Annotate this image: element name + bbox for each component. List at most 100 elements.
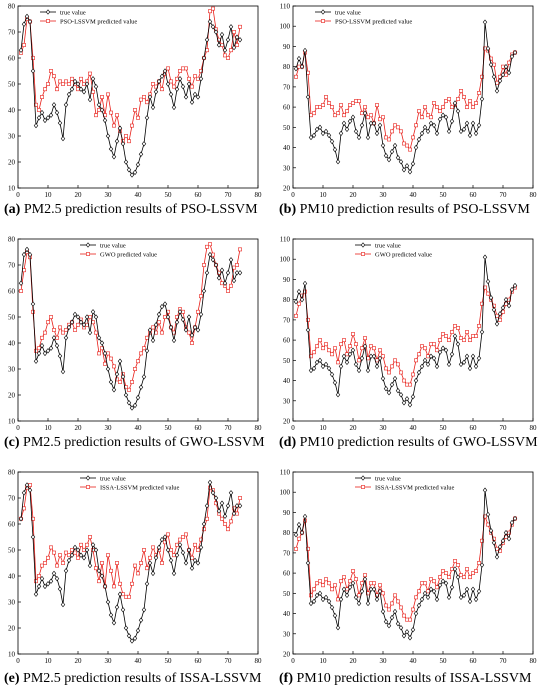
predicted-value-point	[184, 66, 188, 71]
true-value-point	[419, 130, 425, 137]
true-value-point	[114, 604, 120, 610]
true-value-point	[491, 540, 497, 546]
true-value-point	[470, 120, 476, 126]
predicted-value-point	[432, 342, 436, 347]
true-value-point	[482, 487, 488, 493]
true-value-point	[425, 128, 431, 135]
true-value-point	[482, 19, 488, 25]
true-value-point	[108, 612, 114, 618]
true-value-point	[296, 55, 302, 62]
predicted-value-point	[61, 330, 65, 335]
true-value-point	[234, 270, 240, 276]
predicted-value-point	[106, 92, 110, 97]
predicted-value-point	[348, 579, 352, 584]
predicted-value-point	[294, 74, 298, 79]
y-tick-label: 40	[283, 610, 291, 618]
true-value-point	[302, 280, 308, 287]
true-value-point	[57, 586, 63, 592]
true-value-point	[410, 627, 416, 633]
true-value-point	[57, 120, 63, 126]
true-value-point	[371, 120, 377, 126]
predicted-value-point	[420, 344, 424, 349]
true-value-point	[377, 355, 383, 361]
x-tick-label: 0	[16, 191, 20, 199]
true-value-point	[99, 340, 105, 346]
true-value-point	[198, 311, 204, 318]
true-value-point	[219, 31, 225, 38]
true-value-point	[96, 102, 102, 108]
predicted-value-point	[151, 545, 155, 550]
predicted-value-point	[462, 338, 466, 343]
y-tick-label: 80	[283, 63, 291, 71]
true-value-point	[33, 122, 39, 129]
true-value-point	[491, 307, 497, 313]
true-value-point	[404, 629, 410, 635]
true-value-point	[443, 580, 449, 586]
true-value-point	[311, 598, 317, 605]
legend-label: ISSA-LSSVM predicted value	[375, 485, 455, 492]
predicted-value-point	[49, 69, 53, 73]
predicted-value-point	[40, 335, 44, 340]
predicted-value-point	[22, 506, 26, 511]
true-value-point	[132, 635, 138, 642]
true-value-point	[494, 88, 500, 94]
predicted-value-point	[235, 263, 239, 267]
predicted-value-point	[151, 82, 155, 86]
true-value-point	[389, 614, 395, 621]
predicted-value-point	[103, 361, 107, 366]
true-value-point	[81, 555, 87, 561]
true-value-point	[219, 500, 225, 506]
predicted-value-point	[136, 571, 140, 576]
true-value-point	[75, 81, 81, 87]
predicted-value-point	[124, 134, 128, 138]
true-value-point	[305, 94, 311, 100]
true-value-point	[299, 529, 305, 536]
true-value-point	[314, 126, 320, 133]
predicted-value-point	[342, 113, 346, 118]
y-tick-label: 60	[8, 521, 16, 529]
true-value-point	[69, 552, 75, 558]
true-value-point	[237, 37, 243, 43]
predicted-value-point	[58, 325, 62, 330]
true-value-point	[192, 557, 198, 564]
predicted-value-point	[55, 87, 59, 92]
true-value-point	[186, 81, 192, 87]
true-value-point	[54, 109, 60, 116]
true-value-point	[437, 116, 443, 122]
true-value-point	[383, 152, 389, 159]
true-value-point	[320, 130, 326, 137]
x-tick-label: 40	[410, 657, 418, 665]
true-value-point	[117, 358, 123, 364]
x-tick-label: 60	[195, 191, 203, 199]
predicted-value-point	[160, 87, 164, 92]
caption-letter: (f)	[279, 671, 293, 686]
x-tick-label: 40	[135, 424, 143, 432]
true-value-point	[144, 581, 150, 587]
true-value-point	[141, 374, 147, 380]
true-value-point	[216, 42, 222, 48]
predicted-value-point	[88, 71, 92, 76]
true-value-point	[207, 251, 213, 258]
predicted-value-point	[40, 563, 44, 568]
true-value-point	[509, 53, 515, 60]
true-value-point	[350, 580, 356, 586]
predicted-value-point	[199, 69, 203, 73]
predicted-value-point	[456, 326, 460, 330]
chart-svg: 0 10 20 30 40 50 60 70 80 20 30 40 50 60 70 80 90 100 110 t…	[280, 469, 538, 666]
true-value-point	[126, 400, 132, 406]
predicted-value-point	[426, 113, 430, 118]
predicted-value-point	[52, 550, 56, 555]
true-value-point	[449, 351, 455, 357]
true-value-point	[377, 122, 383, 128]
true-value-point	[126, 167, 132, 173]
true-value-point	[380, 142, 386, 149]
predicted-value-point	[70, 76, 74, 81]
true-value-point	[168, 91, 174, 98]
predicted-value-point	[480, 538, 484, 543]
true-value-point	[156, 544, 162, 551]
true-value-point	[45, 581, 51, 587]
true-value-point	[344, 592, 350, 599]
x-tick-label: 20	[75, 424, 83, 432]
predicted-value-point	[444, 334, 448, 338]
predicted-value-point	[471, 105, 475, 110]
